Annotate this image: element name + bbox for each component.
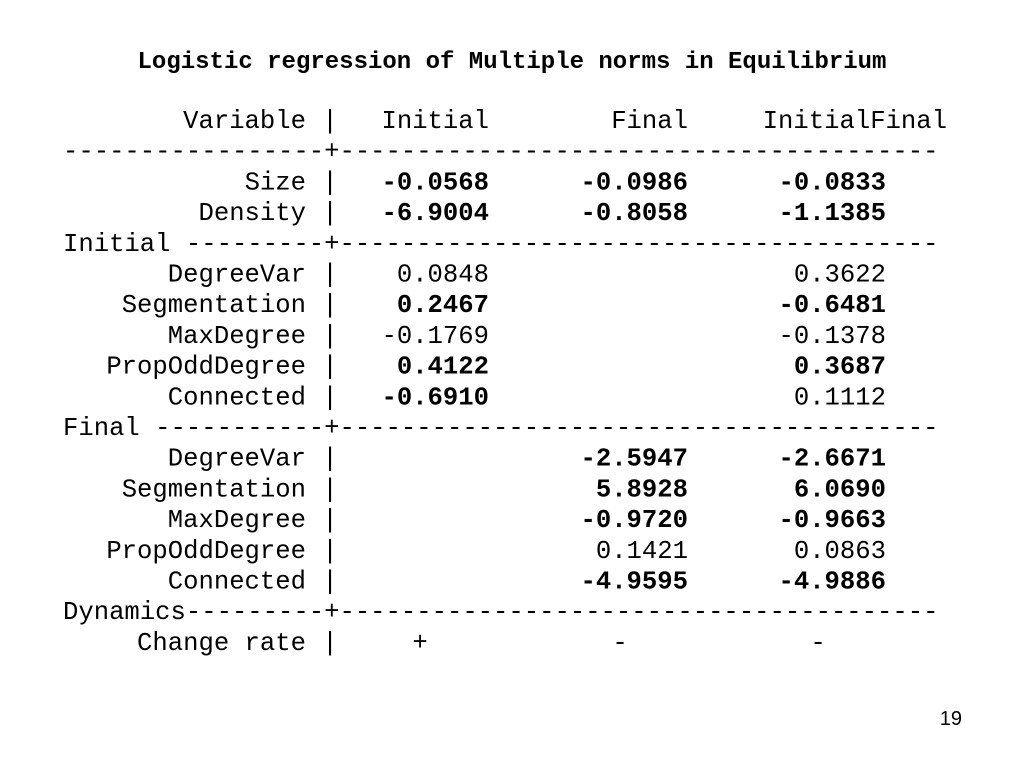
header-cell: Final bbox=[611, 107, 688, 136]
table-cell: -0.6910 bbox=[381, 383, 489, 412]
row-label: PropOddDegree bbox=[106, 353, 306, 382]
column-separator: | bbox=[322, 322, 337, 351]
header-cell: InitialFinal bbox=[763, 107, 947, 136]
table-cell: -4.9886 bbox=[778, 568, 886, 597]
table-cell: 0.0863 bbox=[794, 537, 886, 566]
table-cell: -0.9663 bbox=[778, 506, 886, 535]
table-cell: -0.0568 bbox=[381, 168, 489, 197]
table-cell: -0.1378 bbox=[778, 322, 886, 351]
table-cell: 0.1112 bbox=[794, 383, 886, 412]
row-label: Change rate bbox=[137, 629, 306, 658]
row-label: Connected bbox=[168, 568, 306, 597]
slide-title: Logistic regression of Multiple norms in… bbox=[138, 49, 887, 76]
row-label: DegreeVar bbox=[168, 261, 306, 290]
table-cell: 0.3687 bbox=[794, 353, 886, 382]
table-cell: -0.0986 bbox=[580, 168, 688, 197]
column-separator: | bbox=[322, 107, 337, 136]
row-label: DegreeVar bbox=[168, 445, 306, 474]
table-cell: 0.3622 bbox=[794, 261, 886, 290]
rule-line: -----------------+----------------------… bbox=[63, 138, 938, 167]
table-cell: 6.0690 bbox=[794, 475, 886, 504]
rule-line: Initial ---------+----------------------… bbox=[63, 230, 938, 259]
table-cell: 0.2467 bbox=[397, 291, 489, 320]
row-label: MaxDegree bbox=[168, 322, 306, 351]
row-label: Density bbox=[198, 199, 306, 228]
rule-line: Final -----------+----------------------… bbox=[63, 414, 938, 443]
table-cell: 0.0848 bbox=[397, 261, 489, 290]
table-cell: + bbox=[412, 629, 427, 658]
table-cell: -0.0833 bbox=[778, 168, 886, 197]
table-cell: 0.4122 bbox=[397, 353, 489, 382]
column-separator: | bbox=[322, 506, 337, 535]
column-separator: | bbox=[322, 383, 337, 412]
table-cell: -2.5947 bbox=[580, 445, 688, 474]
column-separator: | bbox=[322, 537, 337, 566]
row-label: PropOddDegree bbox=[106, 537, 306, 566]
column-separator: | bbox=[322, 291, 337, 320]
column-separator: | bbox=[322, 445, 337, 474]
table-cell: -6.9004 bbox=[381, 199, 489, 228]
page-number: 19 bbox=[940, 708, 962, 730]
column-separator: | bbox=[322, 568, 337, 597]
row-label: Connected bbox=[168, 383, 306, 412]
row-label: Segmentation bbox=[122, 475, 306, 504]
header-cell: Initial bbox=[381, 107, 489, 136]
row-label: MaxDegree bbox=[168, 506, 306, 535]
row-label: Segmentation bbox=[122, 291, 306, 320]
table-cell: -1.1385 bbox=[778, 199, 886, 228]
row-label: Size bbox=[245, 168, 306, 197]
table-cell: -0.9720 bbox=[580, 506, 688, 535]
rule-line: Dynamics---------+----------------------… bbox=[63, 598, 938, 627]
column-separator: | bbox=[322, 261, 337, 290]
column-separator: | bbox=[322, 353, 337, 382]
header-cell: Variable bbox=[183, 107, 306, 136]
column-separator: | bbox=[322, 475, 337, 504]
column-separator: | bbox=[322, 199, 337, 228]
table-cell: 5.8928 bbox=[596, 475, 688, 504]
table-cell: - bbox=[810, 629, 825, 658]
column-separator: | bbox=[322, 168, 337, 197]
table-cell: 0.1421 bbox=[596, 537, 688, 566]
column-separator: | bbox=[322, 629, 337, 658]
table-cell: - bbox=[612, 629, 627, 658]
table-cell: -0.6481 bbox=[778, 291, 886, 320]
table-cell: -4.9595 bbox=[580, 568, 688, 597]
table-cell: -2.6671 bbox=[778, 445, 886, 474]
table-cell: -0.8058 bbox=[580, 199, 688, 228]
table-cell: -0.1769 bbox=[381, 322, 489, 351]
